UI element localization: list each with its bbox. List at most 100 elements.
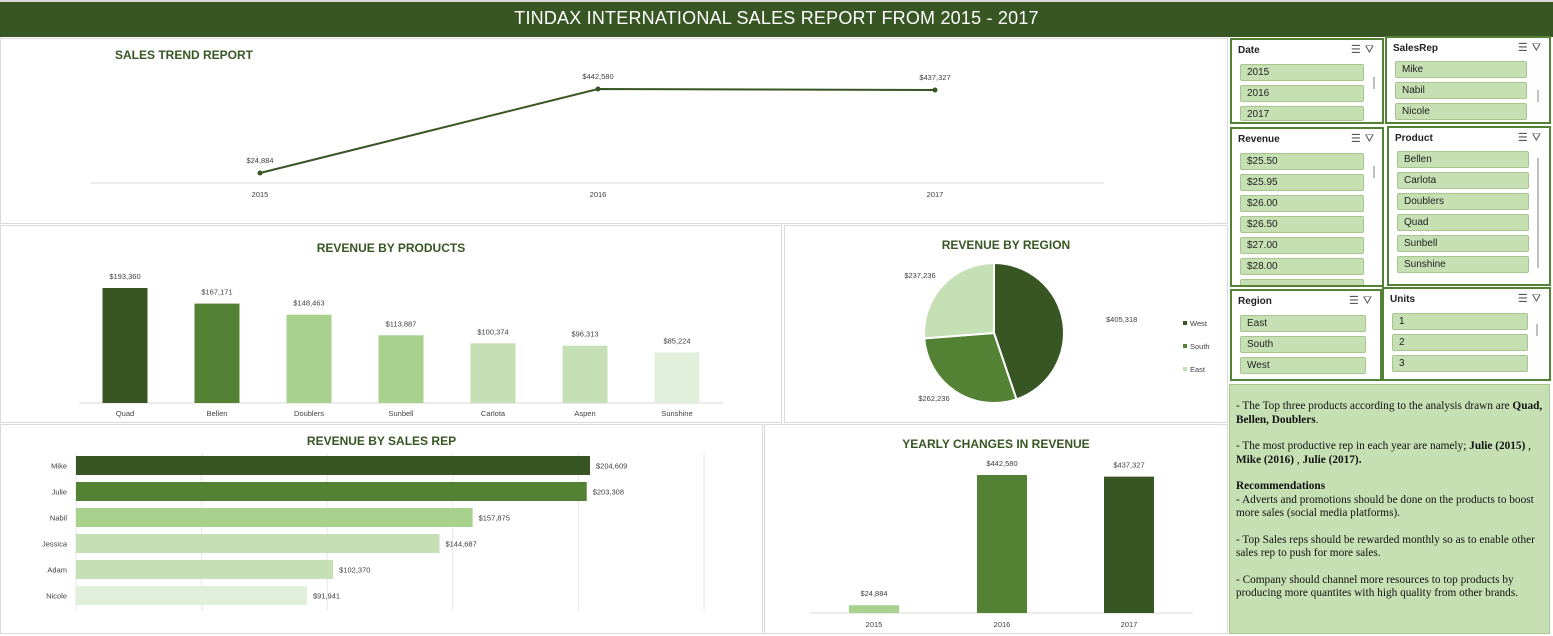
bar-quad [102,288,148,403]
legend-entry: East [1190,365,1206,374]
bar-doublers [286,314,332,403]
x-tick-label: Carlota [481,409,506,418]
bar-bellen [194,303,240,403]
slicer-scrollbar[interactable] [1536,324,1538,336]
y-tick-label: Julie [52,488,67,497]
units-slicer[interactable]: Units ☰⛛ 1 2 3 [1382,287,1551,381]
data-label: $157,875 [479,514,510,523]
multi-select-icon[interactable]: ☰ [1517,132,1532,144]
data-label: $262,236 [918,394,949,403]
multi-select-icon[interactable]: ☰ [1350,133,1365,145]
slicer-scrollbar[interactable] [1373,166,1375,178]
data-label: $442,580 [986,459,1017,468]
data-label: $85,224 [663,336,690,345]
slicer-item-quad[interactable]: Quad [1397,214,1529,231]
slicer-item-revenue[interactable]: $26.50 [1240,216,1364,233]
multi-select-icon[interactable]: ☰ [1517,293,1532,305]
clear-filter-icon[interactable]: ⛛ [1531,293,1545,305]
revenue-by-salesrep-chart[interactable]: REVENUE BY SALES REP Mike $204,609 Julie $2… [0,424,763,634]
slicer-item-revenue[interactable]: $26.00 [1240,195,1364,212]
data-label: $405,318 [1106,315,1137,324]
recommendation-2: - Top Sales reps should be rewarded mont… [1236,533,1535,560]
slicer-scrollbar[interactable] [1537,158,1539,268]
y-tick-label: Nabil [50,514,67,523]
slicer-item-sunbell[interactable]: Sunbell [1397,235,1529,252]
x-tick-label: Doublers [294,409,324,418]
recommendations-heading: Recommendations [1236,480,1326,492]
salesrep-plot: Mike $204,609 Julie $203,308 Nabil $157,875 Je… [42,453,705,611]
yearly-changes-chart[interactable]: YEARLY CHANGES IN REVENUE $24,884 2015 $44… [764,424,1228,634]
slicer-item-revenue[interactable]: $28.00 [1240,258,1364,275]
slicer-scrollbar[interactable] [1373,77,1375,89]
bar-carlota [470,343,516,403]
region-slicer[interactable]: Region ☰⛛ East South West [1230,289,1382,381]
products-plot: $193,360 Quad $167,171 Bellen $148,463 Double… [79,272,723,418]
trend-line [259,87,936,174]
slicer-item-west[interactable]: West [1240,357,1366,374]
salesrep-slicer[interactable]: SalesRep ☰⛛ Mike Nabil Nicole [1385,36,1551,124]
date-slicer[interactable]: Date ☰⛛ 2015 2016 2017 [1230,38,1384,124]
x-tick-label: 2015 [866,620,883,629]
chart-title: REVENUE BY REGION [941,238,1071,252]
data-label: $96,313 [571,330,598,339]
slicer-item-revenue[interactable]: $25.95 [1240,174,1364,191]
slicer-header: SalesRep [1393,43,1439,54]
clear-filter-icon[interactable]: ⛛ [1531,42,1545,54]
slice-west [993,261,1065,401]
trend-point [257,170,263,176]
revenue-slicer[interactable]: Revenue ☰⛛ $25.50 $25.95 $26.00 $26.50 $… [1230,127,1384,287]
clear-filter-icon[interactable]: ⛛ [1364,133,1378,145]
slicer-item-sunshine[interactable]: Sunshine [1397,256,1529,273]
slicer-item-3[interactable]: 3 [1392,355,1528,372]
data-label: $144,687 [445,540,476,549]
slicer-item-east[interactable]: East [1240,315,1366,332]
slicer-item-2015[interactable]: 2015 [1240,64,1364,81]
recommendation-1: - Adverts and promotions should be done … [1236,493,1534,520]
product-slicer[interactable]: Product ☰⛛ Bellen Carlota Doublers Quad … [1387,126,1551,286]
clear-filter-icon[interactable]: ⛛ [1531,132,1545,144]
multi-select-icon[interactable]: ☰ [1350,44,1365,56]
data-label: $148,463 [293,299,324,308]
revenue-by-products-chart[interactable]: REVENUE BY PRODUCTS $193,360 Quad $167,171… [0,225,782,423]
report-title: TINDAX INTERNATIONAL SALES REPORT FROM 2… [0,2,1553,37]
multi-select-icon[interactable]: ☰ [1517,42,1532,54]
y-tick-label: Jessica [42,540,68,549]
bar-sunbell [378,335,424,403]
x-tick-label: Quad [116,409,134,418]
slicer-scrollbar[interactable] [1537,90,1539,102]
slicer-item-nabil[interactable]: Nabil [1395,82,1527,99]
bar-2015 [849,605,899,613]
slicer-item-bellen[interactable]: Bellen [1397,151,1529,168]
x-tick-label: 2017 [1121,620,1138,629]
note-top-reps: - The most productive rep in each year a… [1236,440,1531,466]
legend-entry: South [1190,342,1210,351]
slicer-item-2[interactable]: 2 [1392,334,1528,351]
legend-entry: West [1190,319,1208,328]
revenue-by-region-chart[interactable]: REVENUE BY REGION $405,318 $262,236 $237,2… [784,225,1228,423]
slicer-item-revenue-partial[interactable] [1240,279,1364,285]
multi-select-icon[interactable]: ☰ [1348,295,1363,307]
trend-plot: $24,884 2015 $442,580 2016 $437,327 2017 [91,72,1104,199]
bar-adam [76,560,334,579]
slicer-item-nicole[interactable]: Nicole [1395,103,1527,120]
x-tick-label: 2017 [927,190,944,199]
bar-nicole [76,586,307,605]
data-label: $100,374 [477,327,508,336]
trend-point [932,87,938,93]
slicer-item-revenue[interactable]: $27.00 [1240,237,1364,254]
slicer-item-carlota[interactable]: Carlota [1397,172,1529,189]
slicer-item-1[interactable]: 1 [1392,313,1528,330]
slicer-item-2017[interactable]: 2017 [1240,106,1364,121]
x-tick-label: Bellen [207,409,228,418]
slicer-item-2016[interactable]: 2016 [1240,85,1364,102]
slicer-item-revenue[interactable]: $25.50 [1240,153,1364,170]
clear-filter-icon[interactable]: ⛛ [1364,44,1378,56]
data-label: $24,884 [246,156,273,165]
chart-title: REVENUE BY SALES REP [306,434,457,448]
slicer-item-south[interactable]: South [1240,336,1366,353]
slicer-item-mike[interactable]: Mike [1395,61,1527,78]
clear-filter-icon[interactable]: ⛛ [1362,295,1376,307]
x-tick-label: Sunshine [661,409,692,418]
sales-trend-chart[interactable]: SALES TREND REPORT $24,884 2015 $442,580 20… [0,38,1228,224]
slicer-item-doublers[interactable]: Doublers [1397,193,1529,210]
